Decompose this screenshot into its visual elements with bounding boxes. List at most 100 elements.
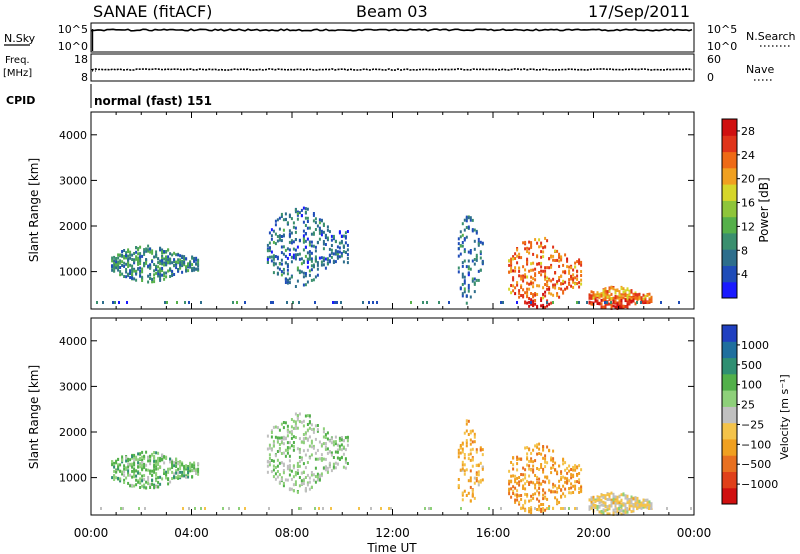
echo-cell	[550, 471, 553, 475]
echo-cell	[538, 442, 541, 446]
echo-cell	[159, 278, 162, 282]
echo-cell	[596, 302, 599, 305]
echo-cell	[123, 464, 126, 468]
echo-cell	[159, 262, 162, 266]
echo-cell	[550, 263, 553, 267]
echo-cell	[477, 470, 480, 474]
echo-cell	[410, 301, 412, 304]
echo-cell	[272, 425, 275, 429]
echo-cell	[292, 256, 295, 260]
echo-cell	[322, 259, 325, 263]
echo-cell	[155, 265, 158, 269]
echo-cell	[304, 245, 307, 249]
echo-cell	[461, 261, 464, 265]
echo-cell	[308, 476, 311, 480]
echo-cell	[618, 293, 621, 297]
echo-cell	[292, 240, 295, 244]
echo-cell	[532, 481, 535, 485]
echo-cell	[193, 268, 196, 272]
echo-cell	[183, 465, 186, 469]
echo-cell	[526, 250, 529, 253]
echo-cell	[177, 474, 180, 478]
echo-cell	[326, 431, 329, 435]
echo-cell	[475, 231, 478, 235]
echo-cell	[175, 457, 178, 461]
echo-cell	[346, 443, 349, 447]
echo-cell	[628, 302, 631, 306]
echo-cell	[176, 301, 178, 304]
echo-cell	[616, 498, 619, 502]
echo-cell	[155, 479, 158, 483]
echo-cell	[610, 292, 613, 296]
echo-cell	[457, 451, 460, 455]
echo-cell	[544, 305, 547, 309]
echo-cell	[578, 258, 581, 262]
echo-cell	[340, 239, 343, 243]
colorbar-frame	[721, 324, 738, 505]
echo-cell	[516, 476, 519, 480]
echo-cell	[560, 488, 563, 492]
echo-cell	[312, 427, 315, 431]
echo-cell	[646, 504, 649, 508]
echo-cell	[139, 462, 142, 466]
echo-cell	[137, 471, 140, 475]
echo-cell	[113, 269, 116, 273]
echo-cell	[520, 457, 523, 461]
echo-cell	[155, 271, 158, 275]
echo-cell	[628, 507, 631, 511]
echo-cell	[280, 245, 283, 249]
echo-cell	[552, 490, 555, 494]
echo-cell	[528, 282, 531, 286]
echo-cell	[133, 453, 136, 457]
echo-cell	[298, 460, 301, 464]
echo-cell	[113, 255, 116, 259]
echo-cell	[520, 294, 523, 297]
echo-cell	[276, 235, 279, 238]
echo-cell	[508, 492, 511, 496]
echo-cell	[473, 282, 476, 286]
echo-cell	[538, 477, 541, 481]
echo-cell	[163, 263, 166, 267]
echo-cell	[342, 439, 345, 443]
echo-cell	[514, 269, 517, 273]
echo-cell	[159, 458, 162, 462]
echo-cell	[540, 269, 543, 273]
echo-cell	[195, 468, 198, 472]
echo-cell	[624, 294, 627, 298]
echo-cell	[157, 265, 160, 269]
cpid-label: CPID	[6, 94, 35, 107]
echo-cell	[163, 257, 166, 261]
echo-cell	[612, 494, 615, 498]
echo-cell	[278, 436, 281, 440]
echo-cell	[640, 296, 643, 300]
echo-cell	[296, 217, 299, 221]
echo-cell	[520, 507, 522, 510]
echo-cell	[316, 448, 319, 452]
echo-cell	[131, 253, 134, 257]
echo-cell	[610, 303, 613, 307]
echo-cell	[626, 300, 629, 304]
echo-cell	[330, 244, 333, 247]
echo-cell	[594, 293, 597, 297]
echo-cell	[159, 246, 162, 250]
echo-cell	[512, 269, 515, 273]
echo-cell	[564, 253, 567, 257]
echo-cell	[121, 264, 124, 267]
echo-cell	[588, 300, 591, 304]
echo-cell	[268, 453, 271, 457]
echo-cell	[326, 225, 329, 229]
echo-cell	[322, 222, 325, 226]
echo-cell	[459, 451, 462, 455]
echo-cell	[624, 292, 627, 296]
echo-cell	[580, 489, 583, 493]
echo-cell	[459, 286, 462, 290]
echo-cell	[322, 427, 325, 431]
echo-cell	[184, 301, 186, 304]
echo-cell	[141, 484, 144, 488]
echo-cell	[292, 448, 295, 452]
echo-cell	[163, 250, 166, 254]
echo-cell	[300, 257, 303, 261]
echo-cell	[469, 469, 472, 473]
echo-cell	[544, 454, 547, 458]
echo-cell	[149, 459, 152, 463]
